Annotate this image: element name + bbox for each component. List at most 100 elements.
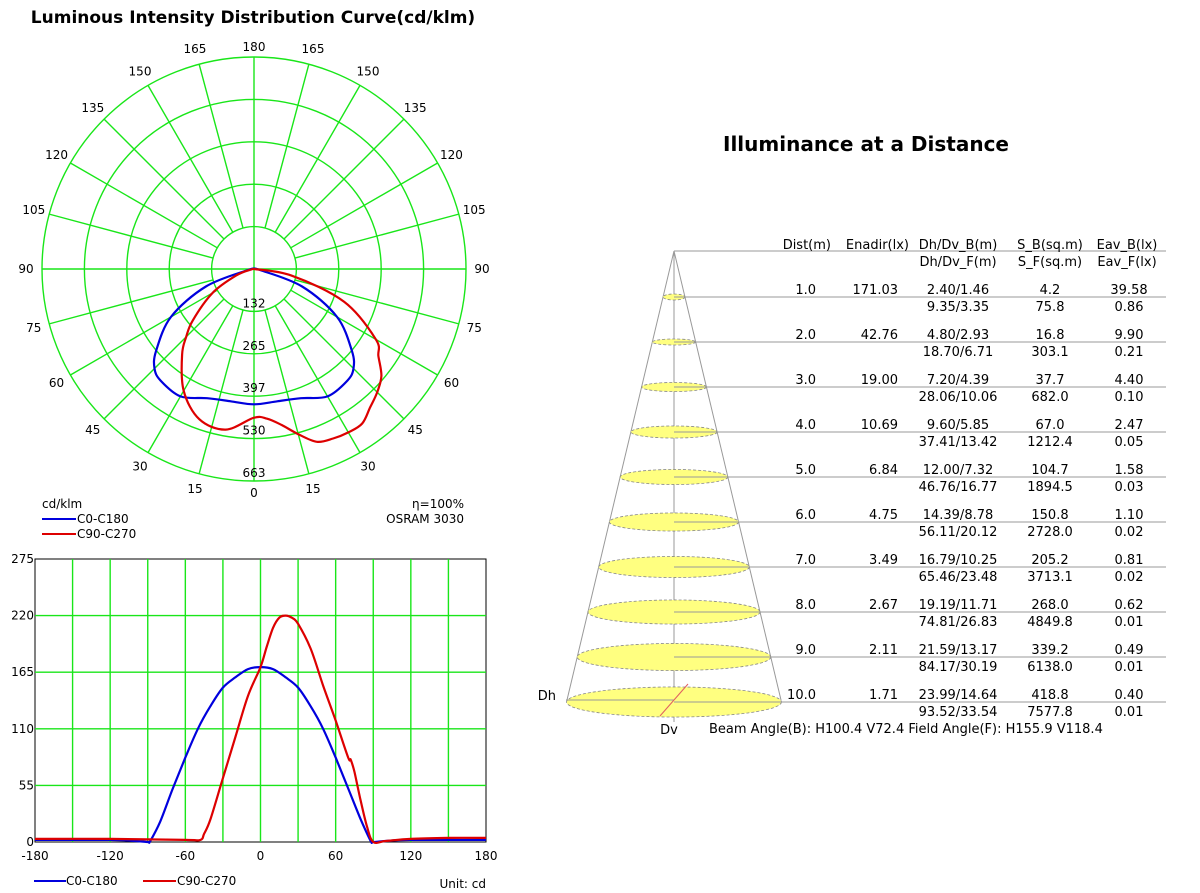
polar-spoke xyxy=(283,118,405,240)
table-cell-dist: 2.0 xyxy=(795,328,816,343)
cartesian-unit: Unit: cd xyxy=(440,877,487,891)
y-tick-label: 165 xyxy=(11,665,34,679)
table-header: Eav_B(lx) xyxy=(1097,238,1158,253)
polar-angle-labels: 1651501351201059075604530151651501351201… xyxy=(18,40,489,500)
polar-spoke xyxy=(264,309,310,474)
polar-spoke xyxy=(103,298,225,420)
polar-spoke xyxy=(70,162,218,249)
x-tick-label: -120 xyxy=(97,849,124,863)
polar-spoke xyxy=(147,305,234,453)
polar-angle-label: 90 xyxy=(474,262,489,276)
table-cell-s-f: 303.1 xyxy=(1031,345,1068,360)
table-cell-s-b: 418.8 xyxy=(1031,688,1068,703)
table-cell-eav-f: 0.05 xyxy=(1115,435,1144,450)
polar-spoke xyxy=(294,213,459,259)
table-cell-eav-f: 0.02 xyxy=(1115,570,1144,585)
polar-angle-label: 90 xyxy=(18,262,33,276)
table-cell-dhdv-b: 9.60/5.85 xyxy=(927,418,989,433)
polar-angle-label: 75 xyxy=(467,321,482,335)
dv-indicator xyxy=(659,699,675,717)
table-cell-enadir: 4.75 xyxy=(869,508,898,523)
table-cell-s-f: 1212.4 xyxy=(1027,435,1073,450)
table-cell-s-b: 67.0 xyxy=(1036,418,1065,433)
table-cell-enadir: 19.00 xyxy=(861,373,898,388)
table-cell-enadir: 6.84 xyxy=(869,463,898,478)
polar-angle-label: 15 xyxy=(187,482,202,496)
polar-angle-label: 105 xyxy=(22,203,45,217)
polar-angle-label: 135 xyxy=(404,101,427,115)
polar-angle-label: 120 xyxy=(440,148,463,162)
table-header: Enadir(lx) xyxy=(846,238,909,253)
polar-angle-label: 135 xyxy=(81,101,104,115)
polar-angle-label: 75 xyxy=(26,321,41,335)
table-cell-dist: 6.0 xyxy=(795,508,816,523)
x-tick-label: 180 xyxy=(475,849,498,863)
polar-spoke xyxy=(198,309,244,474)
dh-label: Dh xyxy=(538,689,556,704)
polar-radial-label: 265 xyxy=(243,339,266,353)
table-cell-s-f: 75.8 xyxy=(1036,300,1065,315)
table-cell-eav-f: 0.02 xyxy=(1115,525,1144,540)
polar-radial-label: 530 xyxy=(243,424,266,438)
polar-spoke xyxy=(274,85,361,233)
polar-angle-label: 30 xyxy=(132,459,147,473)
table-cell-s-b: 4.2 xyxy=(1040,283,1061,298)
table-cell-eav-b: 1.58 xyxy=(1115,463,1144,478)
table-cell-dist: 3.0 xyxy=(795,373,816,388)
cartesian-curves xyxy=(34,614,487,845)
polar-grid xyxy=(41,56,467,482)
table-cell-eav-b: 0.40 xyxy=(1115,688,1144,703)
illuminance-table: Dist(m) Enadir(lx) Dh/Dv_B(m) S_B(sq.m) Eav_… xyxy=(674,238,1166,720)
table-cell-eav-b: 1.10 xyxy=(1115,508,1144,523)
table-cell-dist: 4.0 xyxy=(795,418,816,433)
polar-title: Luminous Intensity Distribution Curve(cd… xyxy=(31,8,475,28)
cartesian-curve-c90-c270 xyxy=(34,614,487,845)
y-tick-label: 55 xyxy=(19,778,34,792)
table-cell-dhdv-f: 84.17/30.19 xyxy=(919,660,998,675)
cone-right-edge xyxy=(673,250,782,701)
table-cell-s-f: 3713.1 xyxy=(1027,570,1073,585)
table-header: Dist(m) xyxy=(783,238,831,253)
y-tick-label: 275 xyxy=(11,552,34,566)
table-header: Eav_F(lx) xyxy=(1097,255,1156,270)
table-cell-s-f: 7577.8 xyxy=(1027,705,1073,720)
x-tick-label: 120 xyxy=(399,849,422,863)
cartesian-grid xyxy=(34,558,487,843)
polar-curve-c0-c180 xyxy=(152,267,356,406)
table-cell-dist: 1.0 xyxy=(795,283,816,298)
polar-angle-label: 165 xyxy=(302,42,325,56)
polar-angle-label: 165 xyxy=(184,42,207,56)
illuminance-cone xyxy=(566,250,1166,722)
table-cell-s-f: 2728.0 xyxy=(1027,525,1073,540)
table-cell-dist: 10.0 xyxy=(787,688,816,703)
polar-spoke xyxy=(103,118,225,240)
table-cell-dhdv-b: 7.20/4.39 xyxy=(927,373,989,388)
table-cell-s-b: 150.8 xyxy=(1031,508,1068,523)
polar-spoke xyxy=(49,279,214,325)
table-cell-dist: 8.0 xyxy=(795,598,816,613)
table-cell-eav-f: 0.86 xyxy=(1115,300,1144,315)
cart-legend-c90-label: C90-C270 xyxy=(177,874,236,888)
polar-angle-label: 45 xyxy=(408,423,423,437)
polar-radial-label: 663 xyxy=(243,466,266,480)
table-header: Dh/Dv_B(m) xyxy=(919,238,998,253)
cart-legend-c0-label: C0-C180 xyxy=(66,874,118,888)
polar-spoke xyxy=(290,289,438,376)
polar-spoke xyxy=(198,64,244,229)
table-cell-dhdv-f: 93.52/33.54 xyxy=(919,705,998,720)
table-cell-dhdv-f: 18.70/6.71 xyxy=(923,345,994,360)
table-cell-dhdv-b: 14.39/8.78 xyxy=(923,508,994,523)
polar-spoke xyxy=(49,213,214,259)
table-cell-s-b: 339.2 xyxy=(1031,643,1068,658)
table-cell-s-b: 205.2 xyxy=(1031,553,1068,568)
table-cell-dhdv-f: 65.46/23.48 xyxy=(919,570,998,585)
table-cell-dist: 9.0 xyxy=(795,643,816,658)
polar-curves xyxy=(152,267,383,444)
dv-label: Dv xyxy=(660,723,678,738)
table-cell-s-f: 4849.8 xyxy=(1027,615,1073,630)
table-cell-dhdv-b: 12.00/7.32 xyxy=(923,463,994,478)
table-cell-eav-f: 0.21 xyxy=(1115,345,1144,360)
table-cell-dhdv-f: 37.41/13.42 xyxy=(919,435,998,450)
table-cell-eav-b: 0.62 xyxy=(1115,598,1144,613)
polar-spoke xyxy=(290,162,438,249)
